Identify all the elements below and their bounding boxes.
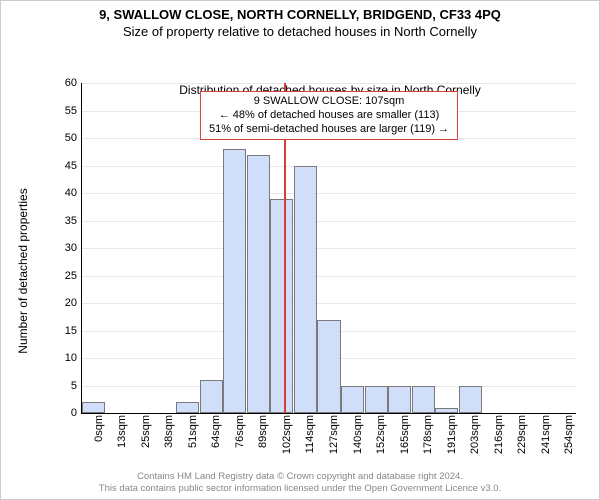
- y-tick-label: 35: [55, 215, 77, 227]
- x-tick-label: 191sqm: [446, 415, 458, 454]
- y-tick-label: 25: [55, 270, 77, 282]
- callout-line2: ← 48% of detached houses are smaller (11…: [209, 109, 449, 123]
- x-tick-label: 254sqm: [563, 415, 575, 454]
- x-tick-label: 89sqm: [257, 415, 269, 448]
- bar: [200, 380, 223, 413]
- page-title: 9, SWALLOW CLOSE, NORTH CORNELLY, BRIDGE…: [15, 7, 585, 22]
- bar: [341, 386, 364, 414]
- x-tick-label: 102sqm: [281, 415, 293, 454]
- bar: [270, 199, 293, 414]
- y-tick-label: 60: [55, 77, 77, 89]
- x-tick-label: 25sqm: [140, 415, 152, 448]
- x-tick-label: 216sqm: [493, 415, 505, 454]
- x-tick-label: 165sqm: [399, 415, 411, 454]
- callout-line3: 51% of semi-detached houses are larger (…: [209, 123, 449, 137]
- y-tick-label: 50: [55, 132, 77, 144]
- x-tick-label: 152sqm: [375, 415, 387, 454]
- plot-area: 9 SWALLOW CLOSE: 107sqm ← 48% of detache…: [81, 83, 576, 414]
- bar: [294, 166, 317, 414]
- y-axis-label: Number of detached properties: [16, 188, 30, 353]
- bar: [459, 386, 482, 414]
- bar: [82, 402, 105, 413]
- bar: [435, 408, 458, 414]
- y-tick-label: 5: [55, 380, 77, 392]
- y-tick-label: 30: [55, 242, 77, 254]
- bar: [365, 386, 388, 414]
- chart-area: Number of detached properties 0510152025…: [45, 83, 585, 459]
- bar: [223, 149, 246, 413]
- y-tick-label: 15: [55, 325, 77, 337]
- y-tick-label: 10: [55, 352, 77, 364]
- x-tick-label: 241sqm: [540, 415, 552, 454]
- y-tick-label: 55: [55, 105, 77, 117]
- chart-container: 9, SWALLOW CLOSE, NORTH CORNELLY, BRIDGE…: [0, 0, 600, 500]
- y-tick-label: 20: [55, 297, 77, 309]
- bar: [317, 320, 340, 414]
- callout-line1: 9 SWALLOW CLOSE: 107sqm: [209, 95, 449, 109]
- x-tick-label: 0sqm: [93, 415, 105, 442]
- x-tick-label: 203sqm: [469, 415, 481, 454]
- bar: [247, 155, 270, 414]
- bar: [176, 402, 199, 413]
- footer-line2: This data contains public sector informa…: [1, 483, 599, 495]
- y-tick-label: 45: [55, 160, 77, 172]
- footer: Contains HM Land Registry data © Crown c…: [1, 471, 599, 495]
- bar: [412, 386, 435, 414]
- x-tick-label: 64sqm: [210, 415, 222, 448]
- y-tick-label: 0: [55, 407, 77, 419]
- x-tick-label: 76sqm: [234, 415, 246, 448]
- x-tick-label: 38sqm: [163, 415, 175, 448]
- y-tick-label: 40: [55, 187, 77, 199]
- x-tick-label: 127sqm: [328, 415, 340, 454]
- bar: [388, 386, 411, 414]
- page-subtitle: Size of property relative to detached ho…: [15, 24, 585, 39]
- footer-line1: Contains HM Land Registry data © Crown c…: [1, 471, 599, 483]
- x-tick-label: 51sqm: [187, 415, 199, 448]
- callout-box: 9 SWALLOW CLOSE: 107sqm ← 48% of detache…: [200, 91, 458, 140]
- x-tick-label: 140sqm: [352, 415, 364, 454]
- x-tick-label: 229sqm: [516, 415, 528, 454]
- x-tick-label: 13sqm: [116, 415, 128, 448]
- x-tick-label: 114sqm: [304, 415, 316, 453]
- x-tick-label: 178sqm: [422, 415, 434, 454]
